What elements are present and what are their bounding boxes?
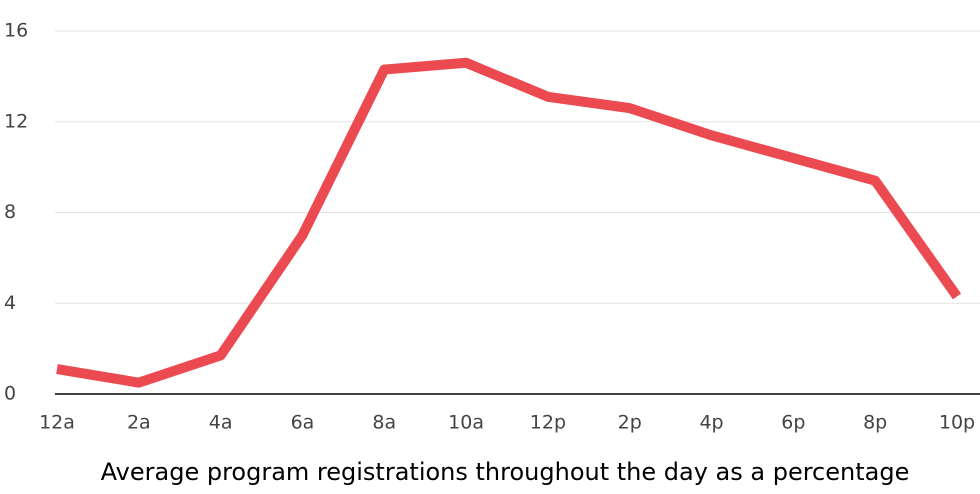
x-tick-label: 4a bbox=[209, 412, 233, 434]
y-tick-label: 12 bbox=[4, 110, 28, 132]
y-tick-label: 4 bbox=[4, 292, 16, 314]
data-line bbox=[56, 57, 962, 388]
x-tick-label: 6a bbox=[291, 412, 315, 434]
x-tick-label: 12p bbox=[530, 412, 566, 434]
y-tick-label: 0 bbox=[4, 383, 16, 405]
x-tick-label: 4p bbox=[699, 412, 723, 434]
x-tick-label: 8p bbox=[863, 412, 887, 434]
x-tick-label: 10a bbox=[448, 412, 484, 434]
x-tick-label: 6p bbox=[781, 412, 805, 434]
y-tick-label: 8 bbox=[4, 201, 16, 223]
x-tick-label: 2p bbox=[618, 412, 642, 434]
x-tick-label: 12a bbox=[39, 412, 75, 434]
x-tick-label: 8a bbox=[372, 412, 396, 434]
x-tick-label: 2a bbox=[127, 412, 151, 434]
y-tick-label: 16 bbox=[4, 20, 28, 42]
x-axis-title: Average program registrations throughout… bbox=[101, 458, 910, 486]
x-tick-label: 10p bbox=[939, 412, 975, 434]
